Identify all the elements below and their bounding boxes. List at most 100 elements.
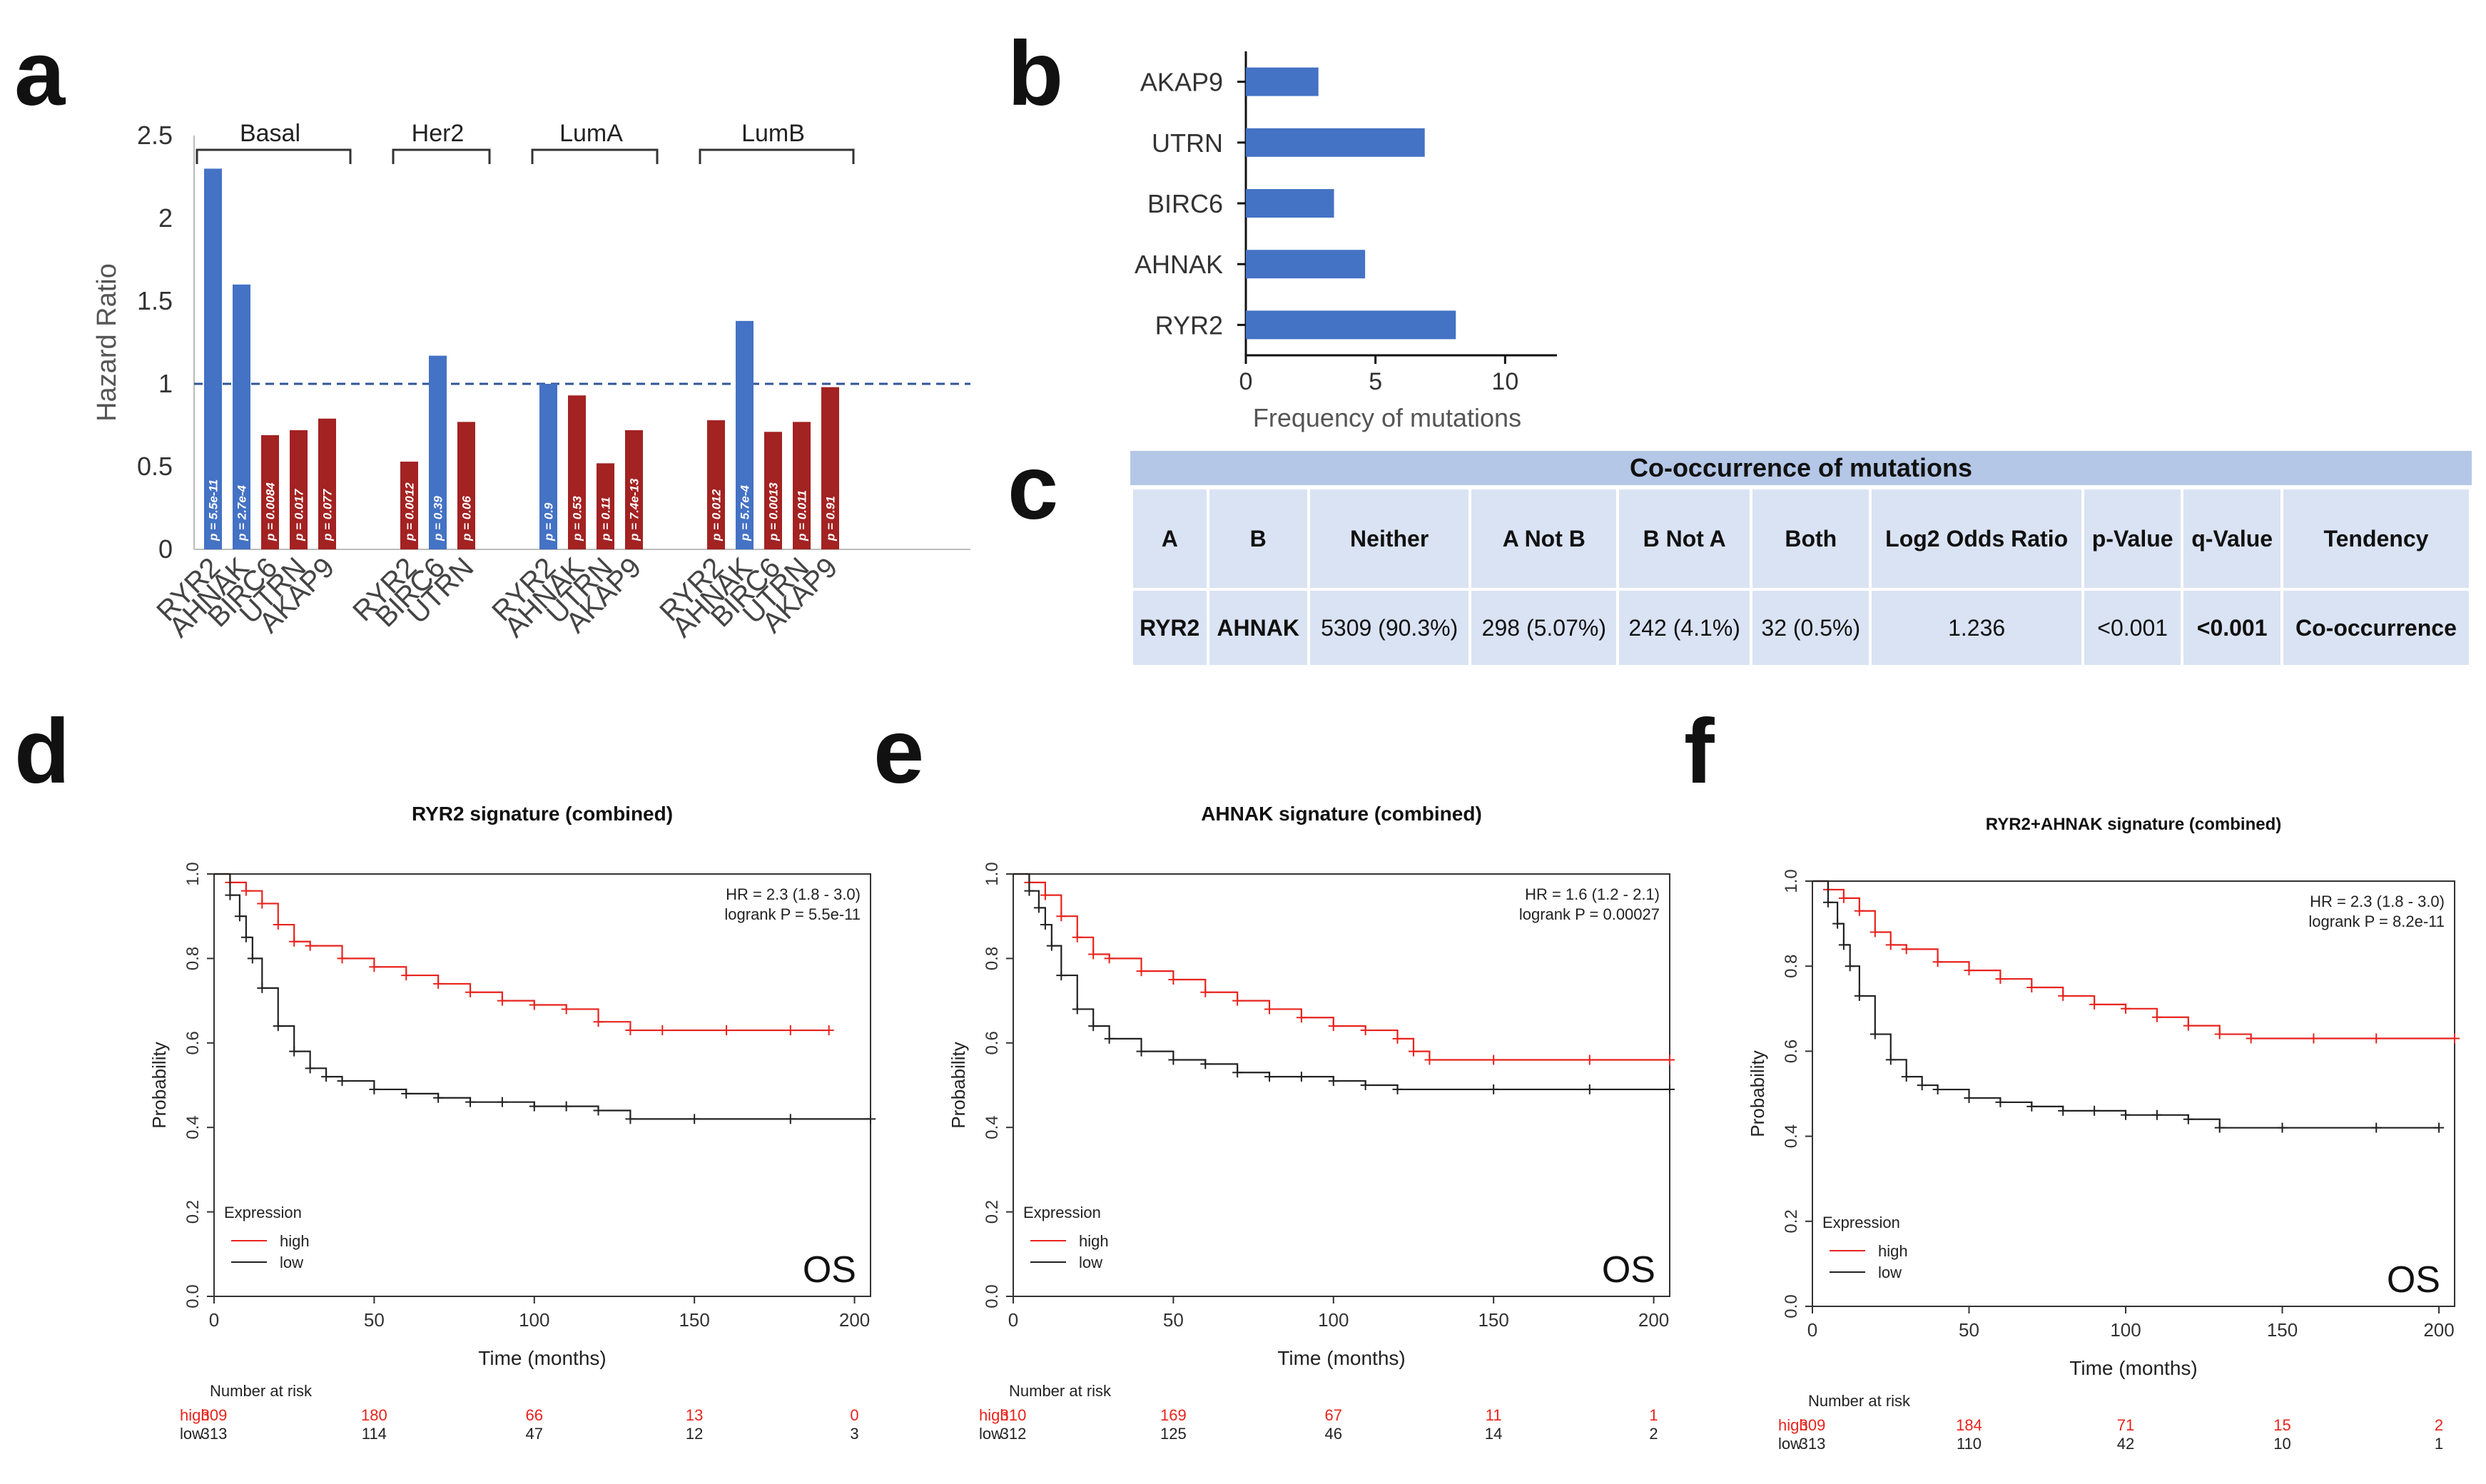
risk-count-low: 12 (686, 1425, 703, 1443)
censor-mark (465, 987, 476, 997)
censor-mark (1845, 961, 1855, 972)
censor-mark (1885, 940, 1896, 950)
logrank-text: logrank P = 8.2e-11 (2308, 913, 2445, 930)
hazard-ratio-text: HR = 2.3 (1.8 - 3.0) (726, 885, 861, 903)
p-value-label: p = 0.0012 (403, 482, 417, 542)
censor-mark (1072, 1004, 1082, 1015)
x-tick-label: 50 (1163, 1309, 1184, 1331)
bar (597, 463, 614, 549)
censor-mark (2121, 1109, 2131, 1120)
risk-count-high: 184 (1956, 1416, 1982, 1434)
risk-count-high: 71 (2117, 1416, 2134, 1434)
table-cell: 1.236 (1872, 591, 2081, 665)
censor-mark (305, 940, 315, 951)
censor-mark (337, 953, 347, 964)
p-value-label: p = 0.017 (293, 488, 306, 542)
y-tick-label: 0.4 (1782, 1124, 1801, 1148)
x-tick-label: 0 (1239, 368, 1253, 395)
bar (290, 430, 308, 549)
table-header-cell: B Not A (1619, 489, 1750, 588)
p-value-label: p = 0.39 (432, 496, 445, 542)
risk-row-label-low: low (979, 1425, 1003, 1443)
y-tick-label: 2 (158, 203, 173, 233)
censor-mark (1264, 1072, 1275, 1082)
risk-count-high: 310 (1000, 1406, 1027, 1424)
plot-title: RYR2+AHNAK signature (combined) (1986, 815, 2282, 834)
p-value-label: p = 0.53 (571, 496, 584, 542)
y-tick-label: 1.0 (183, 862, 203, 885)
legend-title: Expression (1023, 1204, 1101, 1221)
censor-mark (2371, 1033, 2382, 1044)
censor-mark (1901, 944, 1912, 955)
km-plot-ryr2-ahnak: RYR2+AHNAK signature (combined) 0.0 0.2 0.4… (1747, 815, 2460, 1453)
bar (625, 430, 643, 549)
censor-mark (1838, 940, 1849, 950)
y-tick-label: 0.8 (1782, 955, 1801, 978)
risk-count-high: 67 (1325, 1406, 1342, 1424)
censor-mark (2183, 1114, 2193, 1124)
risk-count-low: 110 (1957, 1435, 1982, 1453)
km-plot-ryr2: RYR2 signature (combined) 0.0 0.2 0.4 0.6 0.8… (148, 803, 876, 1443)
endpoint-label: OS (803, 1249, 856, 1291)
plot-title: RYR2 signature (combined) (412, 803, 673, 825)
bar (707, 420, 725, 549)
x-tick-label: 0 (209, 1309, 219, 1331)
plot-frame (213, 873, 871, 1297)
y-tick-label: 0.8 (183, 947, 203, 970)
risk-count-high: 169 (1160, 1406, 1187, 1424)
censor-mark (1665, 1054, 1675, 1065)
censor-mark (1232, 1067, 1243, 1078)
logrank-text: logrank P = 5.5e-11 (724, 905, 861, 923)
x-tick-label: 0 (1008, 1309, 1018, 1331)
censor-mark (1995, 1097, 2006, 1107)
censor-mark (1136, 966, 1147, 977)
x-tick-label: 150 (679, 1309, 709, 1331)
table-cell: RYR2 (1133, 591, 1207, 665)
censor-mark (433, 978, 444, 989)
censor-mark (1200, 987, 1211, 997)
p-value-label: p = 0.06 (460, 496, 474, 542)
censor-mark (289, 1046, 300, 1057)
censor-mark (1392, 1084, 1403, 1094)
category-label: UTRN (1152, 128, 1223, 158)
censor-mark (1584, 1084, 1595, 1094)
risk-count-low: 312 (1000, 1425, 1027, 1443)
group-label: Basal (240, 120, 300, 147)
table-cell: 242 (4.1%) (1619, 591, 1750, 665)
bar (261, 434, 279, 549)
x-tick-label: 200 (1638, 1309, 1669, 1331)
table-header-cell: Log2 Odds Ratio (1872, 489, 2081, 588)
risk-row-label-high: high (180, 1406, 210, 1424)
group-label: Her2 (412, 120, 465, 147)
risk-count-high: 0 (850, 1406, 858, 1424)
x-tick-label: 100 (2110, 1319, 2141, 1341)
risk-row-label-low: low (1778, 1435, 1802, 1453)
risk-count-high: 13 (686, 1406, 703, 1424)
p-value-label: p = 0.9 (542, 502, 556, 542)
risk-count-low: 14 (1485, 1425, 1502, 1443)
censor-mark (625, 1025, 636, 1036)
table-cell: Co-occurrence (2283, 591, 2469, 665)
censor-mark (1024, 885, 1035, 896)
x-tick-label: 100 (1318, 1309, 1349, 1331)
censor-mark (2214, 1122, 2225, 1133)
table-header-cell: p-Value (2084, 489, 2181, 588)
group-label: LumB (741, 120, 805, 147)
censor-mark (1932, 1084, 1943, 1095)
bar (1246, 67, 1319, 96)
y-tick-label: 0.6 (183, 1031, 203, 1054)
censor-mark (1488, 1054, 1499, 1065)
risk-count-high: 2 (2435, 1416, 2443, 1434)
censor-mark (1869, 927, 1880, 937)
censor-mark (1932, 957, 1943, 967)
table-row: RYR2 AHNAK 5309 (90.3%) 298 (5.07%) 242 … (1133, 591, 2469, 665)
endpoint-label: OS (2387, 1259, 2440, 1301)
censor-mark (1832, 918, 1843, 929)
legend-label-low: low (280, 1254, 303, 1271)
y-axis-title: Hazard Ratio (92, 263, 122, 422)
risk-count-low: 1 (2435, 1435, 2443, 1453)
censor-mark (2026, 1101, 2037, 1112)
censor-mark (1822, 897, 1833, 908)
p-value-label: p = 7.4e-13 (628, 478, 641, 542)
censor-mark (2246, 1033, 2256, 1044)
